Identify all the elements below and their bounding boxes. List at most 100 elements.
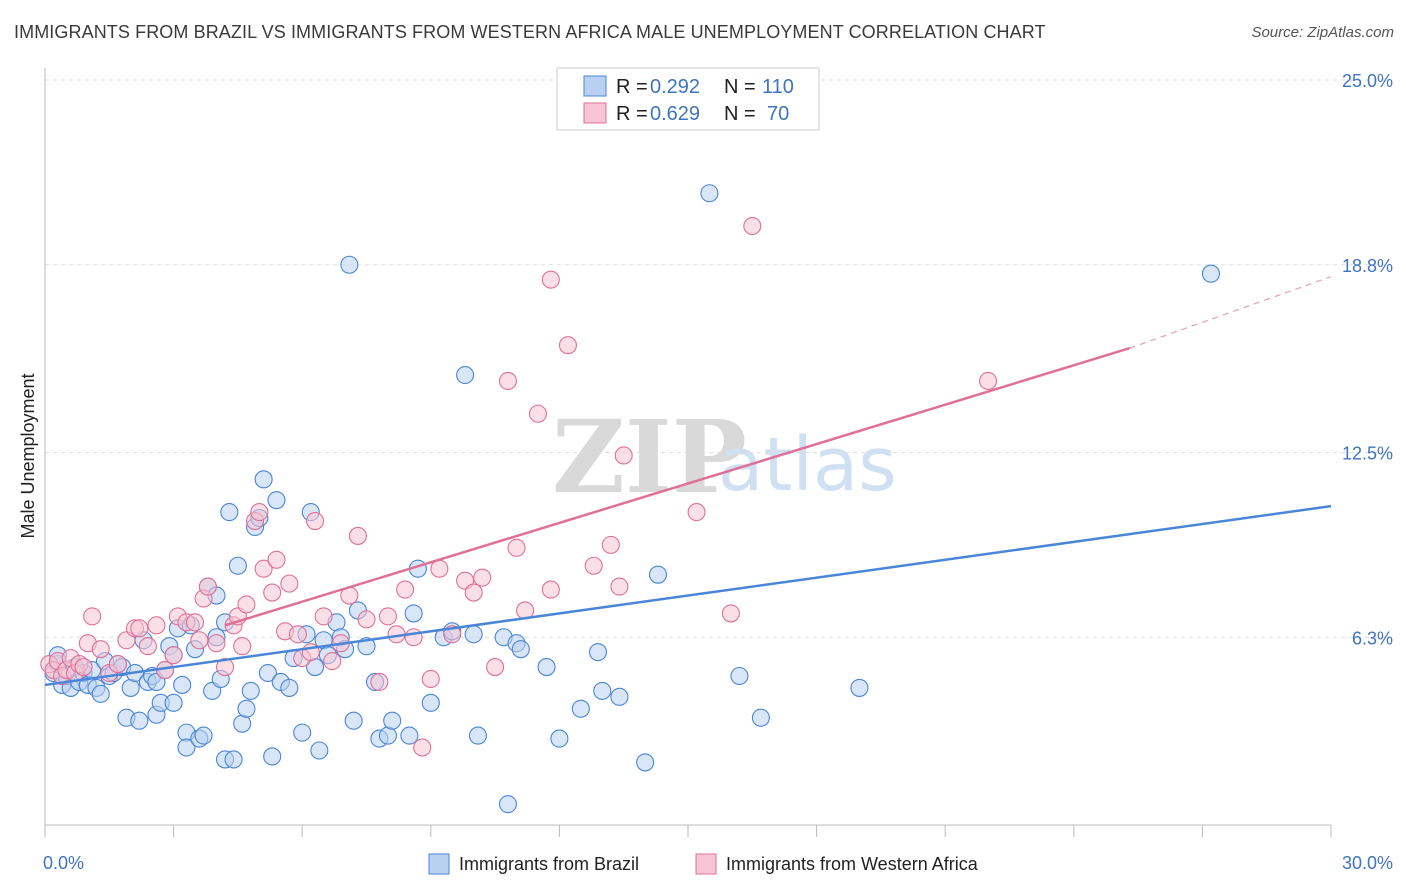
point-brazil [91,684,110,703]
point-wafrica [254,559,273,578]
point-brazil [224,750,243,769]
point-wafrica [404,628,423,647]
page-title: IMMIGRANTS FROM BRAZIL VS IMMIGRANTS FRO… [14,22,1046,42]
point-brazil [400,726,419,745]
legend-r-label-brazil: R = [616,76,648,98]
point-wafrica [721,604,740,623]
point-brazil [310,741,329,760]
legend-r-label-wafrica: R = [616,103,648,125]
point-wafrica [614,446,633,465]
point-brazil [1201,264,1221,283]
axes [44,68,1332,837]
point-wafrica [164,646,183,665]
point-wafrica [314,607,333,626]
point-wafrica [464,583,483,602]
point-wafrica [323,652,342,671]
x-tick-label-min: 0.0% [43,853,84,873]
point-wafrica [507,538,526,557]
point-brazil [220,503,239,522]
point-brazil [648,565,668,584]
point-brazil [588,643,608,662]
point-brazil [280,678,299,697]
point-brazil [228,556,247,575]
point-brazil [537,658,556,677]
point-brazil [593,681,612,700]
point-brazil [378,726,397,745]
legend-swatch-wafrica [583,102,607,124]
point-wafrica [83,607,102,626]
point-wafrica [979,371,998,391]
series-wafrica-points [40,216,998,757]
point-brazil [164,693,183,712]
point-brazil [468,726,488,745]
point-brazil [254,470,273,489]
legend-r-value-wafrica: 0.629 [650,103,700,125]
point-brazil [421,693,440,712]
trend-line-brazil [44,504,1332,687]
point-wafrica [74,658,93,677]
point-wafrica [348,526,367,545]
point-brazil [636,753,655,772]
point-wafrica [306,511,325,531]
legend-n-value-wafrica: 70 [767,103,789,125]
point-brazil [456,365,475,385]
point-brazil [173,675,192,694]
point-brazil [340,255,359,274]
point-brazil [194,726,213,745]
point-brazil [850,678,869,697]
gridlines [45,79,1391,638]
point-wafrica [413,738,432,757]
point-brazil [263,747,282,766]
legend-n-label-brazil: N = [724,76,756,98]
point-wafrica [267,550,286,569]
point-wafrica [138,637,157,656]
point-brazil [233,714,252,733]
x-tick-label-max: 30.0% [1342,853,1393,873]
trend-line-wafrica [224,347,1130,627]
point-wafrica [233,637,252,656]
point-wafrica [190,631,209,650]
bottom-legend-label-brazil: Immigrants from Brazil [459,854,639,874]
point-wafrica [687,503,706,522]
point-brazil [267,491,286,510]
y-tick-label: 6.3% [1352,628,1393,648]
point-wafrica [288,625,307,644]
y-tick-label: 12.5% [1342,444,1393,464]
point-wafrica [584,556,603,575]
point-wafrica [498,371,518,391]
legend-box: R = 0.292 N = 110 R = 0.629 N = 70 [556,67,820,131]
point-wafrica [185,613,205,632]
source-credit: Source: ZipAtlas.com [1251,24,1394,41]
y-tick-label: 18.8% [1342,256,1393,276]
point-brazil [404,604,423,623]
point-brazil [571,699,590,718]
point-brazil [293,723,312,742]
point-brazil [700,184,719,203]
point-wafrica [357,610,376,629]
point-brazil [177,738,196,757]
point-wafrica [541,580,560,599]
point-wafrica [541,270,560,289]
point-brazil [730,666,749,686]
bottom-legend-swatch-brazil [428,853,450,875]
point-wafrica [237,595,256,614]
point-wafrica [601,535,620,554]
point-brazil [511,640,530,659]
point-wafrica [486,658,505,677]
point-brazil [258,663,277,683]
point-wafrica [378,607,397,626]
point-wafrica [250,503,269,522]
point-wafrica [370,672,389,692]
point-wafrica [558,336,578,355]
point-brazil [241,681,260,700]
point-wafrica [147,616,166,635]
point-wafrica [610,577,629,596]
point-brazil [237,699,256,718]
legend-n-label-wafrica: N = [724,103,756,125]
bottom-legend-label-wafrica: Immigrants from Western Africa [726,854,979,874]
watermark: ZIP atlas [552,398,897,516]
point-brazil [464,625,483,644]
point-wafrica [280,574,299,593]
point-brazil [121,678,140,697]
